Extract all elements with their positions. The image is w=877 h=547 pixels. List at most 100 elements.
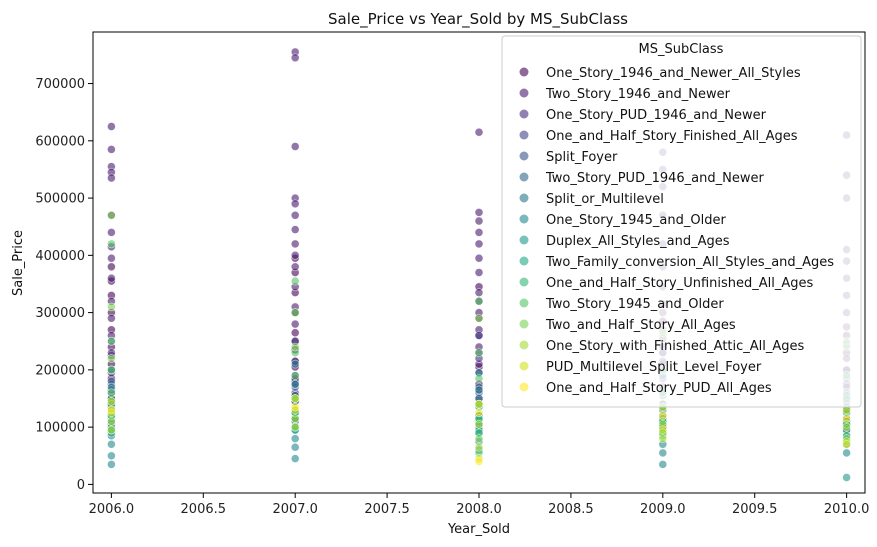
x-tick-label: 2006.5	[181, 502, 227, 517]
y-tick-label: 600000	[35, 134, 85, 149]
legend: MS_SubClass One_Story_1946_and_Newer_All…	[501, 35, 862, 408]
x-tick-label: 2006.0	[89, 502, 135, 517]
data-point	[107, 253, 116, 263]
legend-marker	[519, 214, 529, 224]
legend-marker	[519, 382, 529, 392]
data-point	[107, 228, 116, 237]
data-point	[658, 448, 668, 458]
data-point	[842, 414, 851, 423]
data-point	[474, 442, 484, 452]
legend-marker	[519, 67, 529, 77]
data-point	[842, 439, 851, 449]
legend-label: Split_Foyer	[546, 150, 618, 165]
data-point	[474, 239, 484, 249]
data-point	[107, 425, 116, 435]
y-tick-label: 300000	[35, 306, 85, 321]
data-point	[474, 313, 484, 323]
legend-marker	[519, 298, 529, 308]
data-point	[290, 379, 300, 389]
data-point	[290, 328, 300, 338]
data-point	[107, 122, 116, 131]
data-point	[107, 405, 116, 415]
data-point	[107, 451, 116, 461]
data-point	[842, 448, 851, 458]
data-point	[290, 394, 300, 403]
legend-label: One_and_Half_Story_Unfinished_All_Ages	[546, 276, 814, 291]
data-point	[658, 460, 668, 469]
data-point	[474, 288, 484, 297]
data-point	[290, 371, 300, 380]
legend-title: MS_SubClass	[639, 42, 724, 57]
chart-title: Sale_Price vs Year_Sold by MS_SubClass	[328, 10, 628, 29]
legend-marker	[519, 151, 529, 161]
x-axis-ticks: 2006.0 2006.5 2007.0 2007.5 2008.0 2008.5 2009…	[89, 493, 870, 517]
legend-marker	[519, 235, 529, 245]
data-point	[290, 414, 300, 423]
data-point	[107, 211, 116, 220]
legend-marker	[519, 130, 529, 140]
data-point	[474, 208, 484, 217]
x-axis-label: Year_Sold	[447, 522, 510, 537]
data-point	[107, 239, 116, 249]
data-point	[474, 296, 484, 306]
data-point	[290, 53, 300, 63]
y-tick-label: 700000	[35, 77, 85, 92]
x-tick-label: 2009.0	[640, 502, 686, 517]
data-point	[290, 308, 300, 317]
legend-label: One_and_Half_Story_Finished_All_Ages	[546, 129, 798, 144]
legend-label: Two_and_Half_Story_All_Ages	[545, 318, 736, 333]
x-tick-label: 2009.5	[732, 502, 778, 517]
legend-label: One_Story_1946_and_Newer_All_Styles	[546, 66, 801, 81]
data-point	[290, 442, 300, 452]
legend-label: Two_Family_conversion_All_Styles_and_Age…	[545, 255, 834, 270]
x-tick-label: 2010.0	[824, 502, 870, 517]
legend-marker	[519, 88, 529, 98]
data-point	[290, 359, 300, 369]
legend-marker	[519, 277, 529, 287]
data-point	[658, 425, 668, 435]
data-point	[474, 348, 484, 358]
legend-label: One_Story_PUD_1946_and_Newer	[546, 108, 767, 123]
legend-label: Two_Story_1945_and_Older	[545, 297, 724, 312]
legend-label: One_Story_with_Finished_Attic_All_Ages	[546, 339, 805, 354]
data-point	[107, 336, 116, 346]
data-point	[290, 262, 300, 272]
data-point	[290, 251, 300, 260]
y-tick-label: 500000	[35, 192, 85, 207]
legend-label: PUD_Multilevel_Split_Level_Foyer	[546, 360, 762, 375]
legend-marker	[519, 361, 529, 371]
data-point	[290, 276, 300, 286]
data-point	[290, 319, 300, 329]
data-point	[107, 262, 116, 272]
data-point	[474, 253, 484, 263]
x-tick-label: 2007.5	[364, 502, 410, 517]
data-point	[474, 408, 484, 418]
legend-marker	[519, 172, 529, 182]
legend-entries: One_Story_1946_and_Newer_All_Styles Two_S…	[519, 66, 834, 396]
legend-marker	[519, 256, 529, 266]
legend-marker	[519, 319, 529, 329]
x-tick-label: 2008.5	[548, 502, 594, 517]
data-point	[290, 225, 300, 234]
legend-marker	[519, 109, 529, 119]
data-point	[474, 385, 484, 395]
data-point	[290, 342, 300, 352]
legend-label: Two_Story_PUD_1946_and_Newer	[545, 171, 764, 186]
data-point	[107, 397, 116, 406]
data-point	[658, 411, 668, 421]
x-tick-label: 2008.0	[456, 502, 502, 517]
data-point	[474, 127, 484, 137]
legend-label: Duplex_All_Styles_and_Ages	[546, 234, 730, 249]
data-point	[290, 211, 300, 220]
data-point	[290, 239, 300, 249]
data-point	[842, 473, 851, 482]
x-tick-label: 2007.0	[272, 502, 318, 517]
data-point	[107, 460, 116, 469]
data-point	[474, 434, 484, 443]
data-point	[107, 439, 116, 449]
data-point	[474, 374, 484, 383]
data-point	[290, 142, 300, 151]
data-point	[290, 199, 300, 209]
data-point	[474, 228, 484, 237]
